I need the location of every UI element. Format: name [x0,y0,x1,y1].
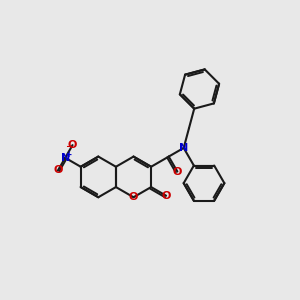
Text: O: O [53,166,63,176]
Text: N: N [61,153,70,163]
Text: O: O [161,191,171,201]
Text: O: O [68,140,77,150]
Text: +: + [65,150,72,159]
Text: N: N [179,143,188,153]
Text: O: O [173,167,182,176]
Text: −: − [65,142,73,151]
Text: O: O [129,192,138,202]
